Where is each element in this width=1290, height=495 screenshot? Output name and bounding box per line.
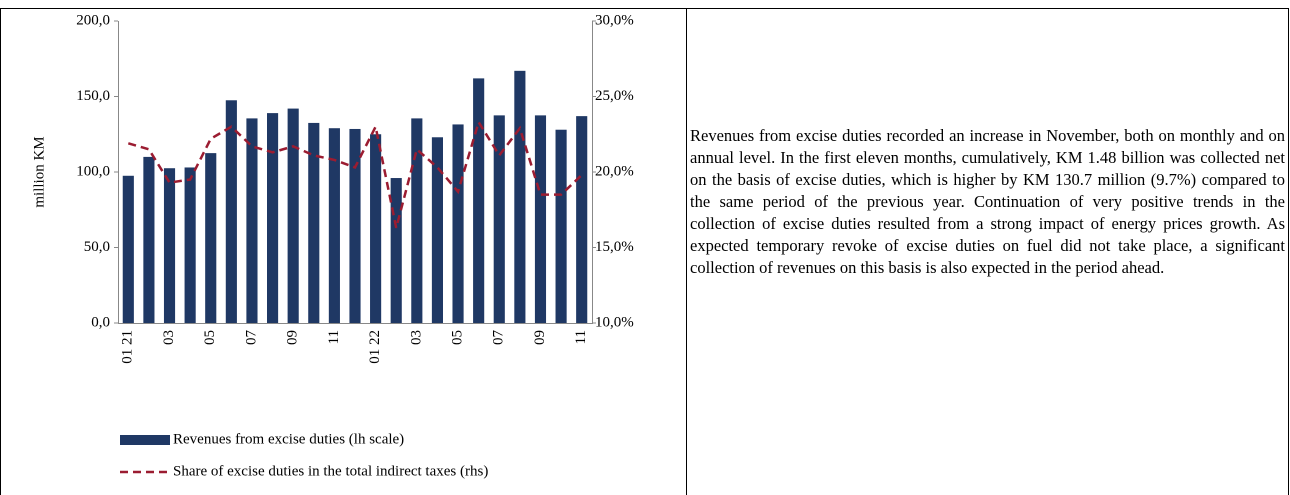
x-tick-label: 11 xyxy=(326,330,342,344)
frame xyxy=(0,8,1289,495)
bar xyxy=(473,78,485,323)
bar xyxy=(534,115,547,323)
paragraph: Revenues from excise duties recorded an … xyxy=(690,126,1285,277)
x-tick-label: 01 21 xyxy=(120,330,136,364)
y-tick-label: 0,0 xyxy=(91,314,110,330)
y-tick-label: 50,0 xyxy=(84,239,110,255)
bar xyxy=(328,128,340,323)
x-tick-label: 05 xyxy=(202,330,218,345)
bar xyxy=(390,178,402,323)
bar xyxy=(122,175,134,323)
x-tick-label: 03 xyxy=(161,330,177,345)
bar xyxy=(143,156,155,323)
y2-tick-label: 20,0% xyxy=(595,163,634,179)
legend-swatch xyxy=(120,435,170,445)
x-tick-label: 05 xyxy=(449,330,465,345)
bar xyxy=(246,118,258,324)
bar xyxy=(205,153,217,323)
legend-label: Share of excise duties in the total indi… xyxy=(173,463,488,479)
y-tick-label: 200,0 xyxy=(76,12,110,28)
bar xyxy=(267,113,279,323)
y-tick-label: 100,0 xyxy=(76,163,110,179)
line xyxy=(127,119,583,229)
x-tick-label: 07 xyxy=(243,330,259,346)
bar xyxy=(576,116,588,323)
bar xyxy=(431,137,443,323)
bar xyxy=(514,70,526,323)
x-tick-label: 07 xyxy=(491,330,507,346)
y-axis-title: million KM xyxy=(31,136,47,207)
bar xyxy=(163,168,176,323)
x-tick-label: 01 22 xyxy=(367,330,383,364)
bar xyxy=(452,124,464,323)
bar xyxy=(287,108,299,323)
bar xyxy=(555,129,567,323)
bar xyxy=(493,115,505,323)
y2-tick-label: 30,0% xyxy=(595,12,634,28)
bar xyxy=(411,118,423,324)
x-tick-label: 09 xyxy=(532,330,548,345)
bar xyxy=(308,122,320,323)
y2-tick-label: 15,0% xyxy=(595,239,634,255)
y2-tick-label: 10,0% xyxy=(595,314,634,330)
y-tick-label: 150,0 xyxy=(76,88,110,104)
bar xyxy=(370,134,382,323)
bar xyxy=(349,128,361,323)
y2-tick-label: 25,0% xyxy=(595,88,634,104)
bar xyxy=(184,167,196,323)
x-tick-label: 11 xyxy=(573,330,589,344)
legend-label: Revenues from excise duties (lh scale) xyxy=(173,431,404,447)
x-tick-label: 03 xyxy=(408,330,424,345)
bar xyxy=(225,100,237,324)
x-tick-label: 09 xyxy=(285,330,301,345)
